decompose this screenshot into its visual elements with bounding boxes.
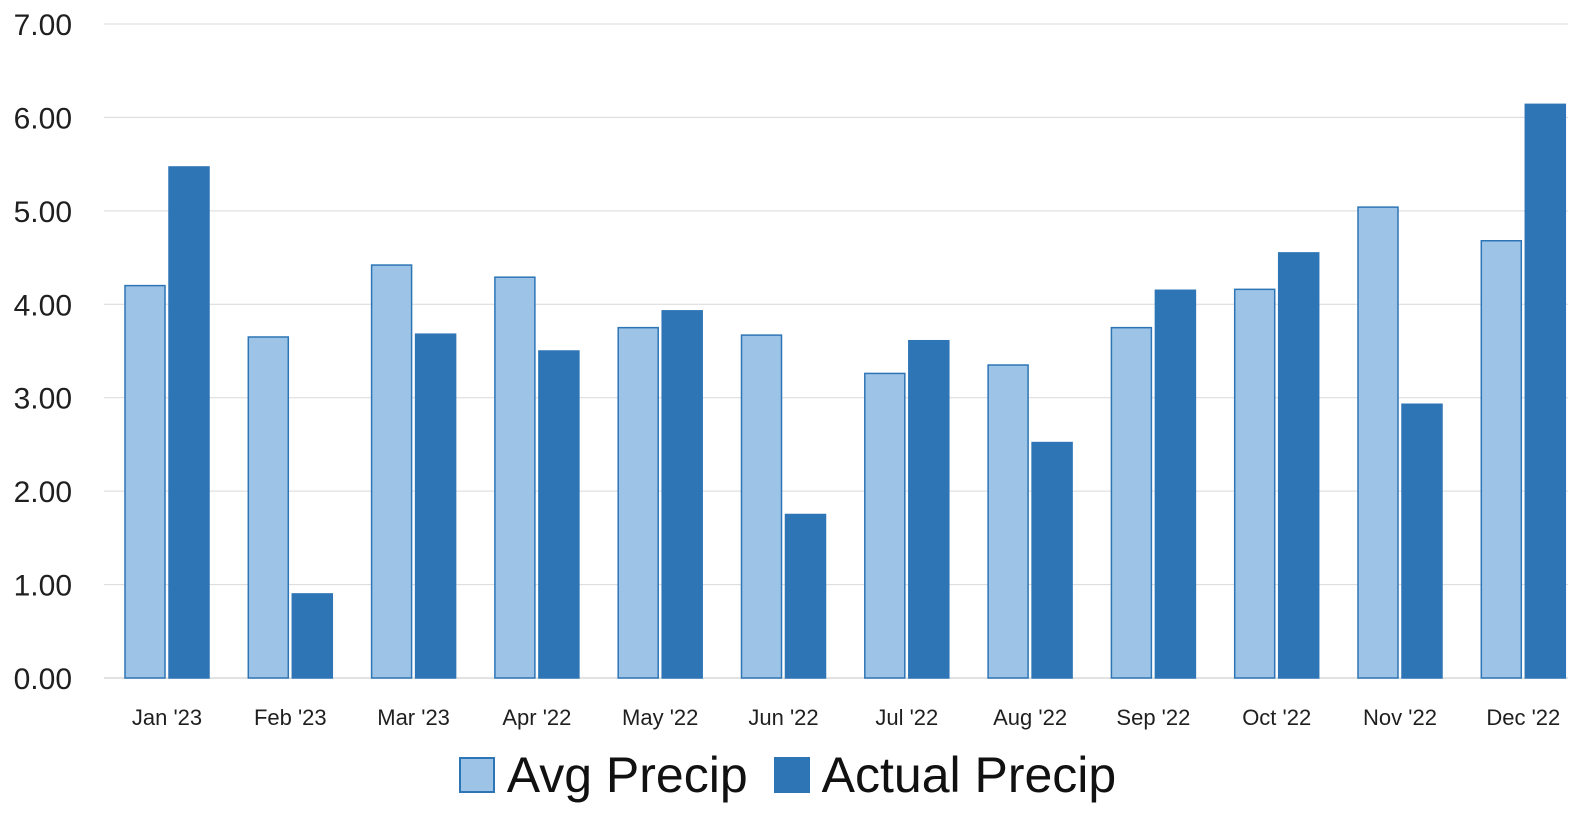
bar-avg-precip bbox=[987, 364, 1029, 679]
bar-actual-precip bbox=[1277, 252, 1320, 679]
x-tick-label: Oct '22 bbox=[1242, 705, 1311, 730]
bar-actual-precip bbox=[168, 166, 210, 679]
y-tick-label: 2.00 bbox=[14, 476, 72, 509]
y-tick-label: 1.00 bbox=[14, 570, 72, 603]
bar-actual-precip bbox=[1524, 103, 1567, 679]
x-tick-label: May '22 bbox=[622, 705, 698, 730]
bar-avg-precip bbox=[1233, 288, 1276, 679]
x-tick-label: Dec '22 bbox=[1486, 705, 1560, 730]
bar-avg-precip bbox=[370, 264, 413, 679]
x-tick-label: Sep '22 bbox=[1116, 705, 1190, 730]
bar-avg-precip bbox=[864, 372, 906, 679]
y-tick-label: 4.00 bbox=[14, 289, 72, 322]
bar-avg-precip bbox=[1357, 206, 1399, 679]
y-axis-ticks: 0.00 1.00 2.00 3.00 4.00 5.00 6.00 7.00 bbox=[14, 9, 72, 696]
legend: Avg Precip Actual Precip bbox=[0, 740, 1575, 810]
x-tick-label: Mar '23 bbox=[377, 705, 450, 730]
precip-chart: 0.00 1.00 2.00 3.00 4.00 5.00 6.00 7.00 Jan '23… bbox=[14, 9, 1568, 730]
bar-avg-precip bbox=[124, 284, 166, 679]
bar-avg-precip bbox=[740, 334, 783, 679]
x-tick-label: Feb '23 bbox=[254, 705, 327, 730]
x-tick-label: Jul '22 bbox=[875, 705, 938, 730]
y-tick-label: 0.00 bbox=[14, 663, 72, 696]
legend-item-actual: Actual Precip bbox=[773, 747, 1117, 803]
bar-avg-precip bbox=[247, 336, 290, 679]
bar-avg-precip bbox=[617, 326, 659, 679]
y-tick-label: 3.00 bbox=[14, 383, 72, 416]
bar-actual-precip bbox=[784, 513, 827, 679]
legend-swatch-actual bbox=[773, 757, 810, 793]
bar-avg-precip bbox=[494, 276, 536, 679]
bar-actual-precip bbox=[661, 310, 703, 679]
bar-actual-precip bbox=[1031, 441, 1073, 679]
legend-label-avg: Avg Precip bbox=[506, 747, 748, 803]
bars bbox=[124, 103, 1567, 679]
legend-label-actual: Actual Precip bbox=[821, 747, 1117, 803]
gridlines bbox=[104, 23, 1568, 679]
bar-actual-precip bbox=[291, 593, 334, 679]
bar-actual-precip bbox=[414, 333, 457, 679]
y-tick-label: 5.00 bbox=[14, 196, 72, 229]
y-tick-label: 7.00 bbox=[14, 9, 72, 42]
bar-avg-precip bbox=[1480, 240, 1523, 679]
legend-swatch-avg bbox=[458, 757, 495, 793]
legend-item-avg: Avg Precip bbox=[458, 747, 748, 803]
bar-actual-precip bbox=[538, 350, 580, 679]
bar-actual-precip bbox=[908, 339, 950, 679]
bar-actual-precip bbox=[1401, 403, 1443, 679]
bar-avg-precip bbox=[1110, 326, 1153, 679]
y-tick-label: 6.00 bbox=[14, 102, 72, 135]
bar-actual-precip bbox=[1154, 289, 1197, 679]
x-tick-label: Apr '22 bbox=[502, 705, 571, 730]
x-tick-label: Nov '22 bbox=[1363, 705, 1437, 730]
x-tick-label: Jun '22 bbox=[748, 705, 818, 730]
x-axis-ticks: Jan '23 Feb '23 Mar '23 Apr '22 May '22 Jun '… bbox=[132, 705, 1560, 730]
x-tick-label: Jan '23 bbox=[132, 705, 202, 730]
x-tick-label: Aug '22 bbox=[993, 705, 1067, 730]
